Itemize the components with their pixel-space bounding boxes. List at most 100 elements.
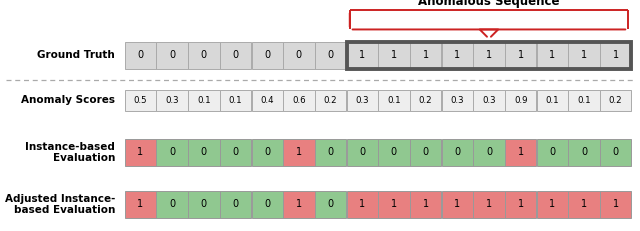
Bar [410, 139, 442, 166]
Bar [536, 191, 568, 218]
Text: 1: 1 [518, 199, 524, 210]
Text: 1: 1 [486, 50, 492, 61]
Bar [600, 139, 631, 166]
Text: 0.2: 0.2 [419, 96, 433, 105]
Text: 0: 0 [549, 147, 556, 158]
Text: 1: 1 [454, 199, 460, 210]
Text: 0: 0 [486, 147, 492, 158]
Bar [252, 42, 283, 69]
Text: 0: 0 [454, 147, 460, 158]
Text: 1: 1 [486, 199, 492, 210]
Bar [252, 191, 283, 218]
Bar [220, 42, 252, 69]
Bar [347, 191, 378, 218]
Bar [125, 42, 156, 69]
Text: 0.5: 0.5 [134, 96, 147, 105]
Bar [252, 139, 283, 166]
Text: 1: 1 [391, 199, 397, 210]
Text: 0: 0 [264, 50, 270, 61]
Text: 0.3: 0.3 [165, 96, 179, 105]
Bar [474, 191, 505, 218]
Bar [125, 90, 156, 112]
Bar [283, 139, 315, 166]
Text: 0.1: 0.1 [577, 96, 591, 105]
Text: 1: 1 [518, 147, 524, 158]
Text: 0: 0 [201, 50, 207, 61]
Bar [156, 191, 188, 218]
Bar [505, 90, 536, 112]
Bar [156, 42, 188, 69]
Text: 1: 1 [359, 50, 365, 61]
Bar [378, 90, 410, 112]
Bar [536, 139, 568, 166]
Bar [474, 42, 505, 69]
Bar [347, 42, 378, 69]
Text: 1: 1 [138, 199, 143, 210]
Bar [220, 139, 252, 166]
Text: 0: 0 [296, 50, 302, 61]
Text: 0: 0 [201, 199, 207, 210]
Bar [568, 191, 600, 218]
Bar [410, 42, 442, 69]
Bar [505, 42, 536, 69]
Text: 0.2: 0.2 [324, 96, 337, 105]
Text: Ground Truth: Ground Truth [38, 50, 115, 61]
Text: 1: 1 [296, 199, 302, 210]
Text: 1: 1 [581, 199, 587, 210]
Bar [568, 42, 600, 69]
Text: 0.9: 0.9 [514, 96, 527, 105]
Text: 0: 0 [328, 199, 333, 210]
Bar [378, 139, 410, 166]
Text: 0: 0 [391, 147, 397, 158]
Bar [347, 42, 631, 69]
Text: 1: 1 [391, 50, 397, 61]
Bar [410, 90, 442, 112]
Text: 0.1: 0.1 [545, 96, 559, 105]
Bar [536, 90, 568, 112]
Bar [220, 90, 252, 112]
Text: 1: 1 [518, 50, 524, 61]
Bar [347, 139, 378, 166]
Text: 1: 1 [138, 147, 143, 158]
Bar [125, 139, 156, 166]
Bar [410, 191, 442, 218]
Text: 0: 0 [264, 199, 270, 210]
Bar [125, 191, 156, 218]
Bar [156, 139, 188, 166]
Text: 0.3: 0.3 [355, 96, 369, 105]
Text: 1: 1 [581, 50, 587, 61]
Bar [220, 191, 252, 218]
Text: 0: 0 [581, 147, 587, 158]
Bar [283, 191, 315, 218]
Text: 1: 1 [422, 50, 429, 61]
Bar [315, 42, 346, 69]
Text: 1: 1 [612, 50, 619, 61]
Text: 0: 0 [169, 199, 175, 210]
Bar [600, 42, 631, 69]
Bar [600, 90, 631, 112]
Bar [442, 191, 473, 218]
Bar [188, 90, 220, 112]
Bar [315, 90, 346, 112]
Text: 0: 0 [264, 147, 270, 158]
Text: 0.1: 0.1 [197, 96, 211, 105]
Bar [378, 191, 410, 218]
Text: 0.6: 0.6 [292, 96, 306, 105]
Text: Instance-based
Evaluation: Instance-based Evaluation [26, 142, 115, 163]
Bar [442, 42, 473, 69]
Text: 0: 0 [232, 147, 239, 158]
Text: 0: 0 [201, 147, 207, 158]
Text: 1: 1 [549, 50, 556, 61]
Text: 0: 0 [328, 50, 333, 61]
Text: 0: 0 [232, 199, 239, 210]
Text: Adjusted Instance-
based Evaluation: Adjusted Instance- based Evaluation [5, 194, 115, 215]
Text: 0: 0 [169, 147, 175, 158]
Bar [505, 139, 536, 166]
Bar [315, 191, 346, 218]
Text: 1: 1 [422, 199, 429, 210]
Text: 1: 1 [359, 199, 365, 210]
Text: 0: 0 [169, 50, 175, 61]
Text: 1: 1 [549, 199, 556, 210]
Text: 0.3: 0.3 [482, 96, 496, 105]
Text: 0.4: 0.4 [260, 96, 274, 105]
